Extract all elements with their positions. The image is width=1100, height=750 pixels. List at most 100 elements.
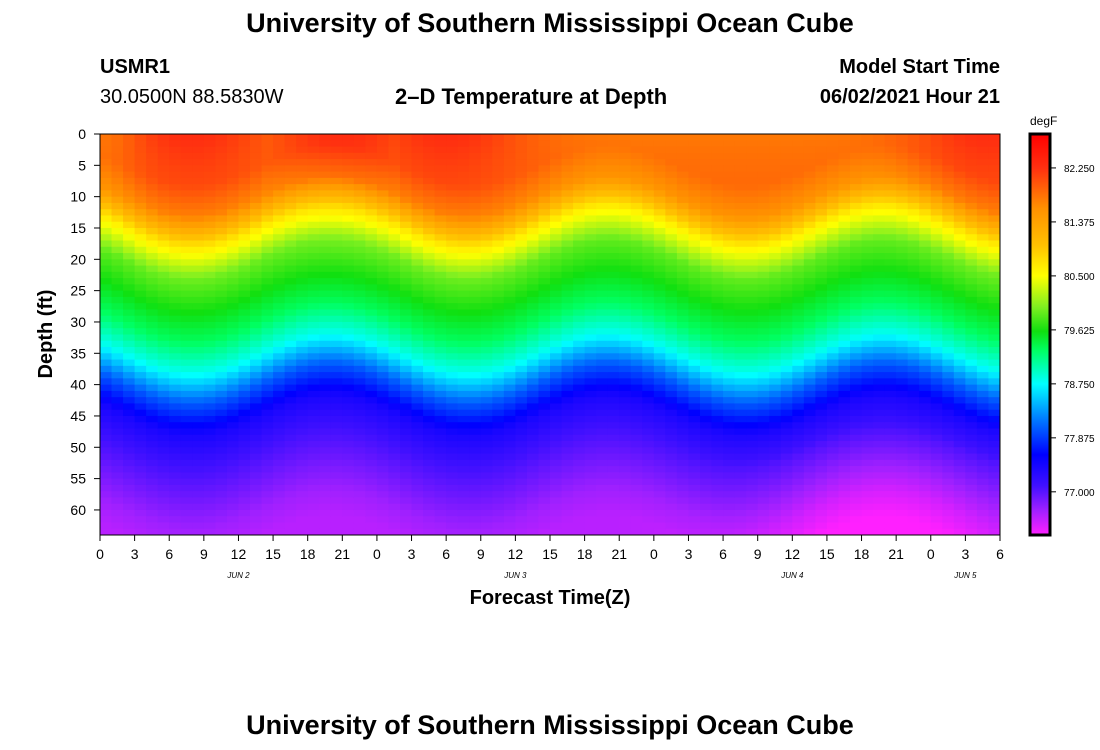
heatmap-cell	[284, 221, 297, 229]
heatmap-cell	[665, 472, 678, 480]
heatmap-cell	[723, 340, 736, 348]
heatmap-cell	[250, 466, 263, 473]
heatmap-cell	[780, 202, 793, 210]
heatmap-cell	[250, 290, 263, 298]
heatmap-cell	[330, 196, 343, 204]
heatmap-cell	[803, 484, 816, 492]
heatmap-cell	[365, 278, 378, 285]
heatmap-cell	[896, 528, 909, 535]
heatmap-cell	[469, 221, 482, 229]
heatmap-cell	[665, 146, 678, 154]
heatmap-cell	[330, 522, 343, 530]
heatmap-cell	[157, 478, 170, 486]
heatmap-cell	[873, 321, 886, 329]
heatmap-cell	[319, 309, 332, 317]
heatmap-cell	[838, 284, 851, 292]
heatmap-cell	[988, 290, 1000, 298]
heatmap-cell	[642, 309, 655, 317]
heatmap-cell	[446, 422, 459, 430]
heatmap-cell	[884, 315, 897, 323]
heatmap-cell	[619, 453, 632, 461]
heatmap-cell	[642, 359, 655, 367]
heatmap-cell	[330, 202, 343, 210]
heatmap-cell	[526, 478, 540, 486]
heatmap-cell	[803, 422, 816, 430]
heatmap-cell	[446, 397, 459, 405]
heatmap-cell	[930, 290, 943, 298]
heatmap-cell	[365, 152, 378, 160]
heatmap-cell	[400, 146, 413, 154]
heatmap-cell	[619, 328, 632, 336]
heatmap-cell	[123, 441, 136, 448]
heatmap-cell	[469, 209, 482, 217]
heatmap-cell	[330, 378, 343, 386]
heatmap-cell	[434, 215, 447, 223]
heatmap-cell	[826, 472, 840, 480]
heatmap-cell	[526, 509, 540, 517]
heatmap-cell	[100, 259, 113, 267]
heatmap-cell	[538, 522, 551, 530]
heatmap-cell	[953, 397, 966, 405]
heatmap-cell	[146, 528, 159, 535]
heatmap-cell	[942, 159, 955, 166]
heatmap-cell	[273, 321, 286, 329]
heatmap-cell	[446, 253, 459, 260]
heatmap-cell	[330, 184, 343, 191]
heatmap-cell	[526, 403, 540, 411]
heatmap-cell	[965, 528, 978, 535]
heatmap-cell	[238, 303, 251, 311]
heatmap-cell	[561, 303, 574, 311]
heatmap-cell	[192, 378, 205, 386]
heatmap-cell	[919, 296, 932, 304]
heatmap-cell	[157, 409, 170, 417]
heatmap-cell	[976, 509, 990, 517]
heatmap-cell	[376, 384, 390, 392]
heatmap-cell	[838, 516, 851, 524]
heatmap-cell	[388, 497, 401, 505]
heatmap-cell	[330, 472, 343, 480]
heatmap-cell	[503, 447, 516, 455]
heatmap-cell	[930, 234, 943, 242]
heatmap-cell	[330, 221, 343, 229]
heatmap-cell	[284, 516, 297, 524]
heatmap-cell	[700, 303, 713, 311]
heatmap-cell	[907, 522, 920, 530]
heatmap-cell	[850, 202, 863, 210]
heatmap-cell	[873, 328, 886, 336]
heatmap-cell	[284, 453, 297, 461]
heatmap-cell	[700, 447, 713, 455]
heatmap-cell	[307, 184, 320, 191]
heatmap-cell	[584, 441, 597, 448]
heatmap-cell	[953, 309, 966, 317]
heatmap-cell	[388, 397, 401, 405]
heatmap-cell	[526, 290, 540, 298]
heatmap-cell	[976, 497, 990, 505]
heatmap-cell	[988, 246, 1000, 254]
heatmap-cell	[734, 184, 747, 191]
heatmap-cell	[873, 441, 886, 448]
heatmap-cell	[192, 459, 205, 467]
heatmap-cell	[596, 409, 609, 417]
heatmap-cell	[469, 484, 482, 492]
heatmap-cell	[942, 146, 955, 154]
heatmap-cell	[769, 422, 782, 430]
heatmap-cell	[134, 441, 147, 448]
heatmap-cell	[630, 466, 643, 473]
heatmap-cell	[180, 284, 193, 292]
heatmap-cell	[330, 509, 343, 517]
heatmap-cell	[550, 509, 563, 517]
heatmap-cell	[250, 284, 263, 292]
heatmap-cell	[319, 522, 332, 530]
heatmap-cell	[423, 509, 436, 517]
heatmap-cell	[850, 378, 863, 386]
heatmap-cell	[700, 259, 713, 267]
heatmap-cell	[826, 516, 840, 524]
heatmap-cell	[573, 466, 586, 473]
heatmap-cell	[607, 303, 620, 311]
heatmap-cell	[930, 365, 943, 373]
heatmap-cell	[607, 177, 620, 185]
heatmap-cell	[400, 359, 413, 367]
heatmap-cell	[861, 403, 874, 411]
heatmap-cell	[100, 403, 113, 411]
heatmap-cell	[146, 259, 159, 267]
